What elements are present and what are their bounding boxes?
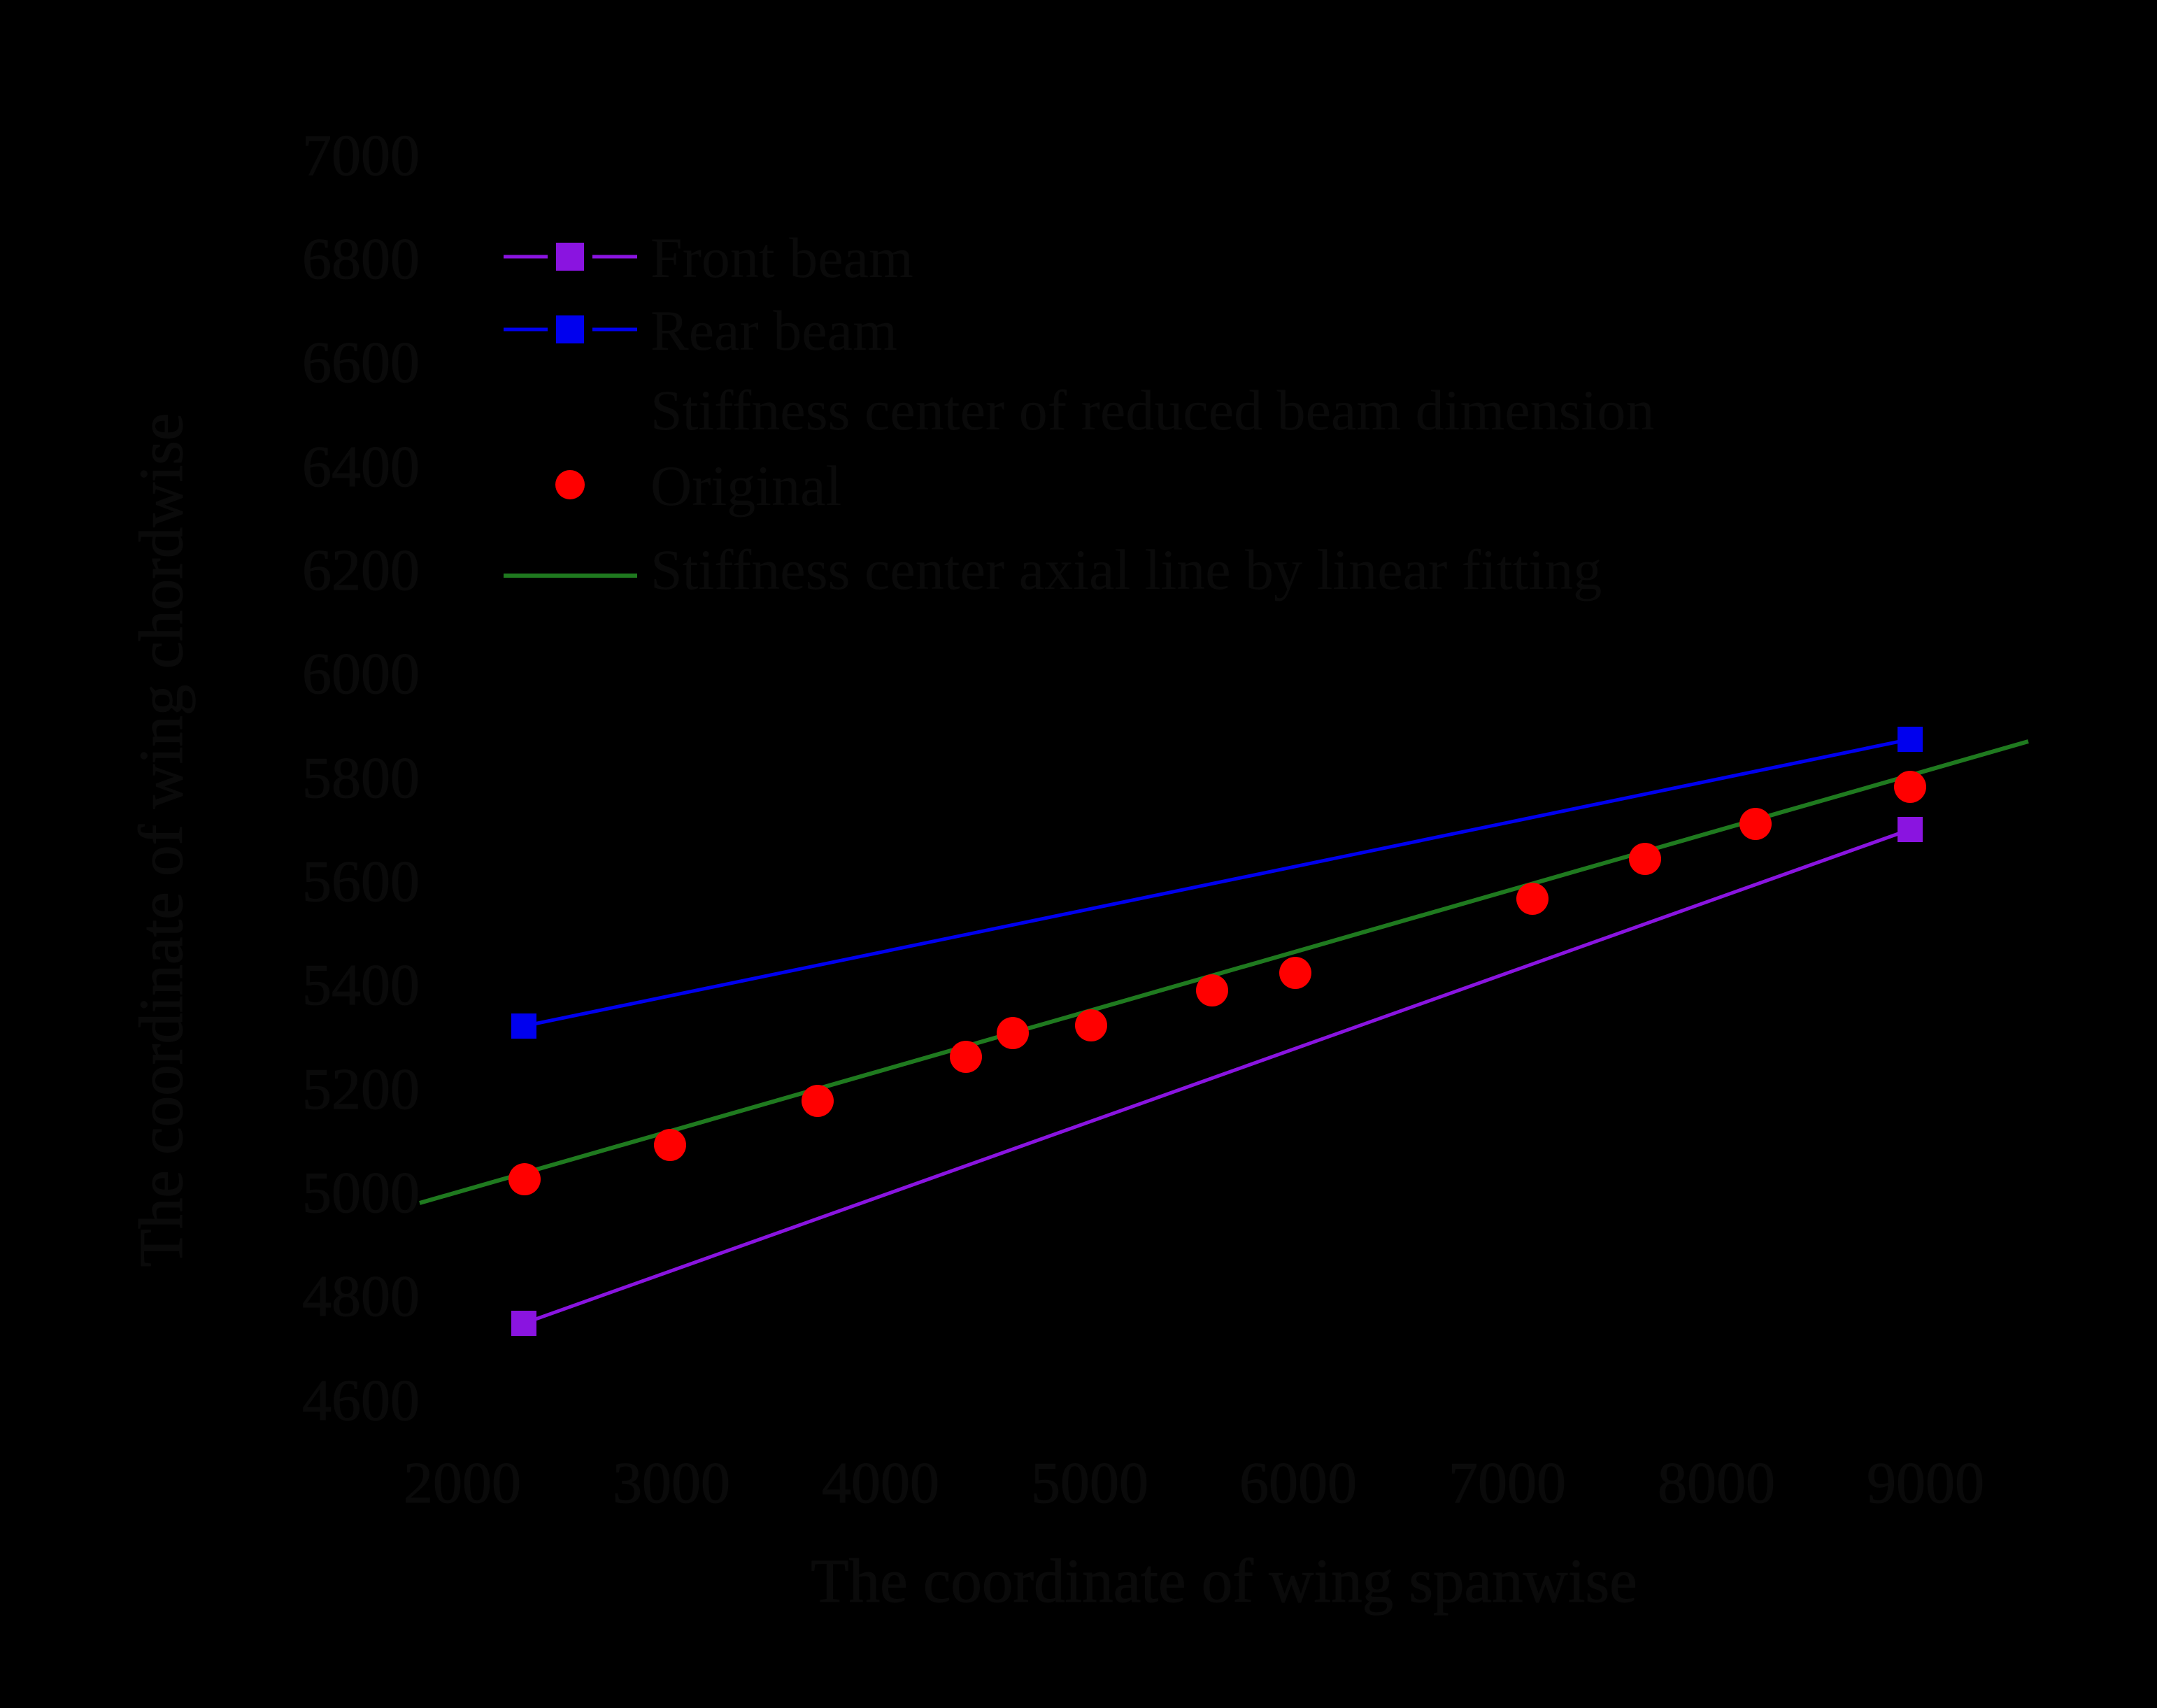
svg-text:4800: 4800 (302, 1264, 420, 1329)
svg-text:6000: 6000 (1239, 1451, 1357, 1516)
svg-text:Stiffness center of reduced be: Stiffness center of reduced beam dimensi… (650, 378, 1654, 442)
svg-text:5800: 5800 (302, 746, 420, 811)
svg-text:2000: 2000 (404, 1451, 521, 1516)
svg-text:3000: 3000 (613, 1451, 730, 1516)
svg-text:8000: 8000 (1658, 1451, 1775, 1516)
svg-text:5400: 5400 (302, 953, 420, 1018)
svg-text:4600: 4600 (302, 1368, 420, 1433)
svg-text:Rear beam: Rear beam (650, 299, 897, 362)
svg-text:7000: 7000 (1448, 1451, 1566, 1516)
svg-text:6200: 6200 (302, 538, 420, 603)
svg-text:The coordinate of wing chordwi: The coordinate of wing chordwise (127, 413, 196, 1267)
svg-text:5200: 5200 (302, 1057, 420, 1122)
svg-text:5000: 5000 (1031, 1451, 1148, 1516)
svg-text:Front beam: Front beam (650, 226, 913, 290)
svg-text:Original: Original (650, 454, 841, 518)
svg-text:6800: 6800 (302, 227, 420, 292)
svg-text:4000: 4000 (822, 1451, 939, 1516)
svg-text:6600: 6600 (302, 330, 420, 395)
svg-text:5000: 5000 (302, 1160, 420, 1225)
svg-text:The coordinate of wing spanwis: The coordinate of wing spanwise (811, 1547, 1637, 1616)
svg-text:6400: 6400 (302, 434, 420, 499)
svg-text:9000: 9000 (1867, 1451, 1984, 1516)
svg-text:6000: 6000 (302, 641, 420, 706)
svg-text:5600: 5600 (302, 849, 420, 914)
svg-text:7000: 7000 (302, 123, 420, 188)
svg-text:Stiffness center axial line by: Stiffness center axial line by linear fi… (650, 538, 1602, 602)
